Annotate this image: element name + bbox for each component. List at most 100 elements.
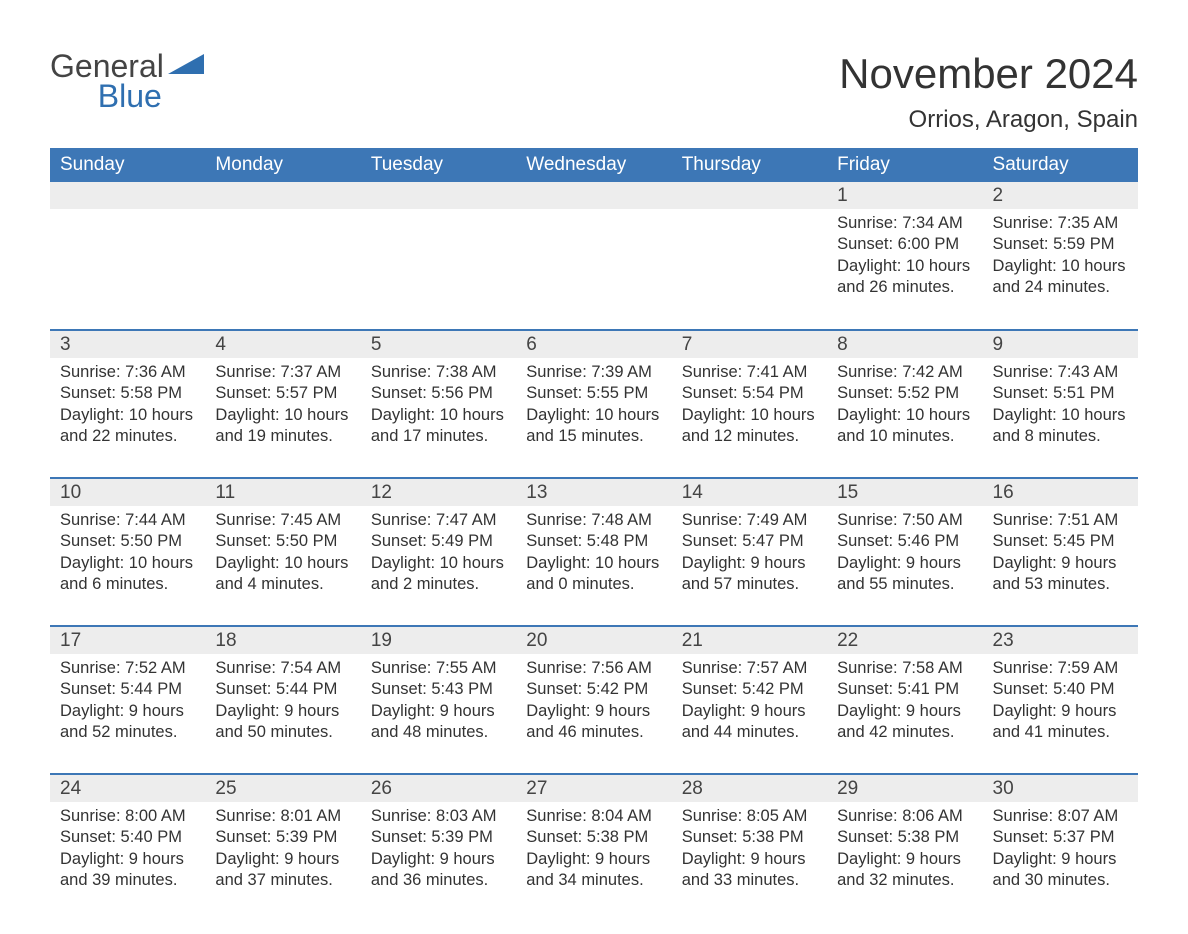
sunrise-line: Sunrise: 8:07 AM	[993, 806, 1128, 827]
day-number: 18	[205, 627, 360, 654]
day-number: 8	[827, 331, 982, 358]
day-number: 17	[50, 627, 205, 654]
calendar-day-cell: 3Sunrise: 7:36 AMSunset: 5:58 PMDaylight…	[50, 330, 205, 460]
sunset-line: Sunset: 5:50 PM	[60, 531, 195, 552]
daylight-line: Daylight: 9 hours and 32 minutes.	[837, 849, 972, 892]
day-number: 28	[672, 775, 827, 802]
sunset-line: Sunset: 5:58 PM	[60, 383, 195, 404]
sunset-line: Sunset: 5:52 PM	[837, 383, 972, 404]
sunset-line: Sunset: 5:42 PM	[526, 679, 661, 700]
calendar-week-row: 17Sunrise: 7:52 AMSunset: 5:44 PMDayligh…	[50, 626, 1138, 756]
day-number: 20	[516, 627, 671, 654]
day-content: Sunrise: 8:07 AMSunset: 5:37 PMDaylight:…	[983, 802, 1138, 898]
daylight-line: Daylight: 10 hours and 17 minutes.	[371, 405, 506, 448]
day-number: 11	[205, 479, 360, 506]
sunset-line: Sunset: 5:43 PM	[371, 679, 506, 700]
day-content: Sunrise: 7:35 AMSunset: 5:59 PMDaylight:…	[983, 209, 1138, 305]
calendar-day-cell: 24Sunrise: 8:00 AMSunset: 5:40 PMDayligh…	[50, 774, 205, 904]
day-content: Sunrise: 7:49 AMSunset: 5:47 PMDaylight:…	[672, 506, 827, 602]
calendar-day-cell: 29Sunrise: 8:06 AMSunset: 5:38 PMDayligh…	[827, 774, 982, 904]
calendar-week-row: 1Sunrise: 7:34 AMSunset: 6:00 PMDaylight…	[50, 182, 1138, 312]
sunset-line: Sunset: 5:45 PM	[993, 531, 1128, 552]
sunrise-line: Sunrise: 7:59 AM	[993, 658, 1128, 679]
weekday-header-row: Sunday Monday Tuesday Wednesday Thursday…	[50, 148, 1138, 182]
daylight-line: Daylight: 9 hours and 42 minutes.	[837, 701, 972, 744]
sunrise-line: Sunrise: 7:56 AM	[526, 658, 661, 679]
logo: General Blue	[50, 50, 204, 112]
calendar-day-cell: 11Sunrise: 7:45 AMSunset: 5:50 PMDayligh…	[205, 478, 360, 608]
sunset-line: Sunset: 5:38 PM	[526, 827, 661, 848]
day-number: 25	[205, 775, 360, 802]
sunrise-line: Sunrise: 7:37 AM	[215, 362, 350, 383]
weekday-header: Saturday	[983, 148, 1138, 182]
day-content: Sunrise: 7:42 AMSunset: 5:52 PMDaylight:…	[827, 358, 982, 454]
sunrise-line: Sunrise: 7:41 AM	[682, 362, 817, 383]
sunset-line: Sunset: 5:42 PM	[682, 679, 817, 700]
day-content: Sunrise: 7:57 AMSunset: 5:42 PMDaylight:…	[672, 654, 827, 750]
calendar-day-cell: 5Sunrise: 7:38 AMSunset: 5:56 PMDaylight…	[361, 330, 516, 460]
logo-line2: Blue	[50, 80, 164, 112]
sunrise-line: Sunrise: 7:36 AM	[60, 362, 195, 383]
sunset-line: Sunset: 5:39 PM	[215, 827, 350, 848]
sunset-line: Sunset: 5:48 PM	[526, 531, 661, 552]
calendar-day-cell: 2Sunrise: 7:35 AMSunset: 5:59 PMDaylight…	[983, 182, 1138, 312]
daylight-line: Daylight: 9 hours and 52 minutes.	[60, 701, 195, 744]
sunset-line: Sunset: 6:00 PM	[837, 234, 972, 255]
calendar-day-cell: 13Sunrise: 7:48 AMSunset: 5:48 PMDayligh…	[516, 478, 671, 608]
sunrise-line: Sunrise: 7:48 AM	[526, 510, 661, 531]
sunrise-line: Sunrise: 7:35 AM	[993, 213, 1128, 234]
sunset-line: Sunset: 5:59 PM	[993, 234, 1128, 255]
sunrise-line: Sunrise: 7:50 AM	[837, 510, 972, 531]
day-content: Sunrise: 7:45 AMSunset: 5:50 PMDaylight:…	[205, 506, 360, 602]
calendar-day-cell	[516, 182, 671, 312]
sunrise-line: Sunrise: 8:05 AM	[682, 806, 817, 827]
empty-day	[361, 182, 516, 209]
sunset-line: Sunset: 5:38 PM	[837, 827, 972, 848]
calendar-day-cell: 21Sunrise: 7:57 AMSunset: 5:42 PMDayligh…	[672, 626, 827, 756]
day-content: Sunrise: 7:58 AMSunset: 5:41 PMDaylight:…	[827, 654, 982, 750]
daylight-line: Daylight: 10 hours and 26 minutes.	[837, 256, 972, 299]
day-content: Sunrise: 7:54 AMSunset: 5:44 PMDaylight:…	[205, 654, 360, 750]
calendar-day-cell	[205, 182, 360, 312]
logo-triangle-icon	[168, 54, 204, 81]
calendar-day-cell: 25Sunrise: 8:01 AMSunset: 5:39 PMDayligh…	[205, 774, 360, 904]
daylight-line: Daylight: 9 hours and 41 minutes.	[993, 701, 1128, 744]
day-number: 23	[983, 627, 1138, 654]
day-number: 30	[983, 775, 1138, 802]
day-content: Sunrise: 7:52 AMSunset: 5:44 PMDaylight:…	[50, 654, 205, 750]
sunrise-line: Sunrise: 7:47 AM	[371, 510, 506, 531]
calendar-day-cell: 20Sunrise: 7:56 AMSunset: 5:42 PMDayligh…	[516, 626, 671, 756]
day-number: 16	[983, 479, 1138, 506]
day-content: Sunrise: 7:43 AMSunset: 5:51 PMDaylight:…	[983, 358, 1138, 454]
day-content: Sunrise: 7:59 AMSunset: 5:40 PMDaylight:…	[983, 654, 1138, 750]
day-number: 6	[516, 331, 671, 358]
daylight-line: Daylight: 10 hours and 0 minutes.	[526, 553, 661, 596]
sunset-line: Sunset: 5:38 PM	[682, 827, 817, 848]
calendar-day-cell: 27Sunrise: 8:04 AMSunset: 5:38 PMDayligh…	[516, 774, 671, 904]
day-content: Sunrise: 8:04 AMSunset: 5:38 PMDaylight:…	[516, 802, 671, 898]
day-number: 12	[361, 479, 516, 506]
sunrise-line: Sunrise: 7:51 AM	[993, 510, 1128, 531]
calendar-day-cell	[361, 182, 516, 312]
sunset-line: Sunset: 5:55 PM	[526, 383, 661, 404]
calendar-week-row: 10Sunrise: 7:44 AMSunset: 5:50 PMDayligh…	[50, 478, 1138, 608]
daylight-line: Daylight: 10 hours and 19 minutes.	[215, 405, 350, 448]
daylight-line: Daylight: 9 hours and 39 minutes.	[60, 849, 195, 892]
calendar-day-cell: 8Sunrise: 7:42 AMSunset: 5:52 PMDaylight…	[827, 330, 982, 460]
calendar-day-cell: 16Sunrise: 7:51 AMSunset: 5:45 PMDayligh…	[983, 478, 1138, 608]
calendar-day-cell: 10Sunrise: 7:44 AMSunset: 5:50 PMDayligh…	[50, 478, 205, 608]
sunrise-line: Sunrise: 8:00 AM	[60, 806, 195, 827]
daylight-line: Daylight: 10 hours and 4 minutes.	[215, 553, 350, 596]
day-content: Sunrise: 8:03 AMSunset: 5:39 PMDaylight:…	[361, 802, 516, 898]
daylight-line: Daylight: 9 hours and 57 minutes.	[682, 553, 817, 596]
logo-text: General Blue	[50, 50, 164, 112]
day-number: 5	[361, 331, 516, 358]
calendar-day-cell: 19Sunrise: 7:55 AMSunset: 5:43 PMDayligh…	[361, 626, 516, 756]
daylight-line: Daylight: 9 hours and 44 minutes.	[682, 701, 817, 744]
calendar-day-cell: 28Sunrise: 8:05 AMSunset: 5:38 PMDayligh…	[672, 774, 827, 904]
sunset-line: Sunset: 5:39 PM	[371, 827, 506, 848]
empty-day	[50, 182, 205, 209]
sunset-line: Sunset: 5:49 PM	[371, 531, 506, 552]
sunset-line: Sunset: 5:44 PM	[215, 679, 350, 700]
day-content: Sunrise: 7:37 AMSunset: 5:57 PMDaylight:…	[205, 358, 360, 454]
